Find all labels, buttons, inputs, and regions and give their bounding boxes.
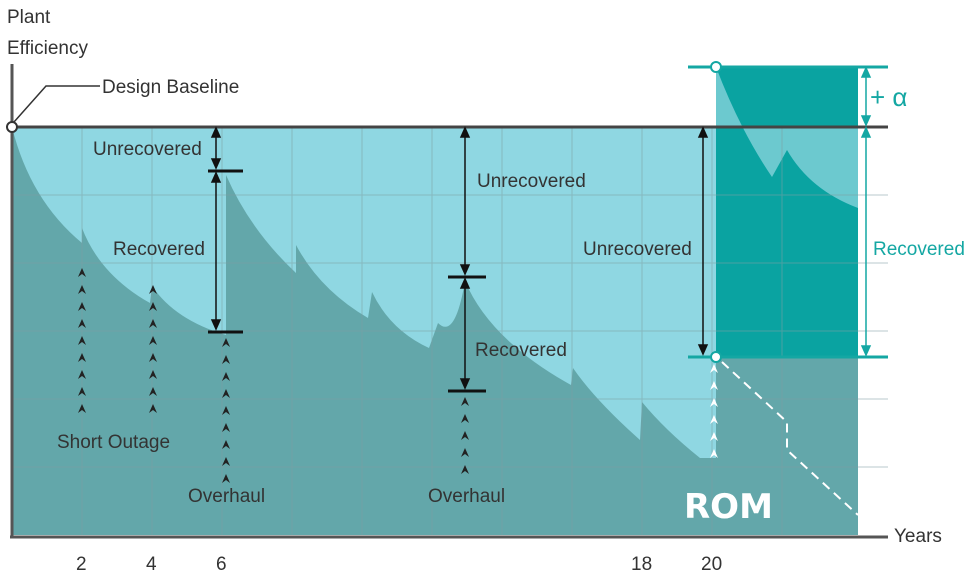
overhaul-chevron	[461, 414, 469, 423]
rom-chevron	[710, 381, 718, 390]
overhaul-chevron	[461, 397, 469, 406]
baseline-marker	[6, 121, 18, 133]
y-axis-label-line1: Plant	[7, 7, 51, 28]
overhaul-chevron	[222, 423, 230, 432]
short-outage-chevron	[149, 387, 157, 396]
short-outage-chevron	[78, 404, 86, 413]
x-tick-label: 20	[701, 554, 722, 575]
x-tick-label: 18	[631, 554, 652, 575]
baseline-leader	[13, 85, 100, 123]
overhaul-chevron	[222, 389, 230, 398]
x-tick-labels: 2 4 6 18 20	[76, 554, 722, 575]
unrecovered-label-1: Unrecovered	[93, 139, 202, 160]
short-outage-chevron	[78, 302, 86, 311]
short-outage-chevron	[78, 387, 86, 396]
overhaul-chevron	[222, 355, 230, 364]
x-tick-label: 6	[216, 554, 227, 575]
recovered-label-2: Recovered	[475, 340, 567, 361]
unrecovered-label-3: Unrecovered	[583, 239, 692, 260]
x-tick-label: 4	[146, 554, 157, 575]
overhaul-chevron	[461, 465, 469, 474]
rom-chevron	[710, 398, 718, 407]
short-outage-chevron	[78, 268, 86, 277]
overhaul-chevron	[222, 440, 230, 449]
overhaul-chevron	[222, 474, 230, 483]
short-outage-chevron	[78, 285, 86, 294]
overhaul-chevron	[222, 372, 230, 381]
short-outage-chevron	[149, 302, 157, 311]
rom-chevron	[710, 432, 718, 441]
short-outage-chevron	[149, 319, 157, 328]
overhaul-chevron	[222, 406, 230, 415]
x-axis-label: Years	[894, 526, 942, 547]
rom-chevron	[710, 364, 718, 373]
short-outage-chevron	[149, 285, 157, 294]
dim-group-year6	[208, 126, 243, 334]
short-outage-chevron	[78, 319, 86, 328]
design-baseline-label: Design Baseline	[102, 77, 239, 98]
dim-group-year13	[448, 126, 486, 393]
recovered-label-1: Recovered	[113, 239, 205, 260]
short-outage-chevron	[78, 336, 86, 345]
short-outage-chevron	[149, 404, 157, 413]
short-outage-chevron	[78, 353, 86, 362]
y-axis-label-line2: Efficiency	[7, 38, 88, 59]
x-tick-label: 2	[76, 554, 87, 575]
rom-chevron	[710, 449, 718, 458]
short-outage-label: Short Outage	[57, 432, 170, 453]
short-outage-chevron	[149, 370, 157, 379]
overhaul-chevron	[222, 338, 230, 347]
overhaul-chevron	[461, 431, 469, 440]
rom-area	[716, 67, 858, 357]
overhaul-label-1: Overhaul	[188, 486, 265, 507]
rom-upper-curve	[716, 67, 858, 208]
short-outage-chevron	[149, 353, 157, 362]
rom-label: ROM	[684, 487, 773, 527]
rom-chevron	[710, 415, 718, 424]
recovered-label-rom: Recovered	[873, 239, 965, 260]
short-outage-chevron	[78, 370, 86, 379]
event-chevrons	[78, 268, 718, 483]
rom-top-marker	[710, 61, 722, 73]
overhaul-chevron	[222, 457, 230, 466]
overhaul-chevron	[461, 448, 469, 457]
plus-alpha-label: + α	[870, 82, 907, 112]
short-outage-chevron	[149, 336, 157, 345]
rom-bottom-marker	[710, 351, 722, 363]
unrecovered-label-2: Unrecovered	[477, 171, 586, 192]
dim-group-year20	[697, 126, 709, 356]
rom-dims	[860, 66, 872, 357]
overhaul-label-2: Overhaul	[428, 486, 505, 507]
